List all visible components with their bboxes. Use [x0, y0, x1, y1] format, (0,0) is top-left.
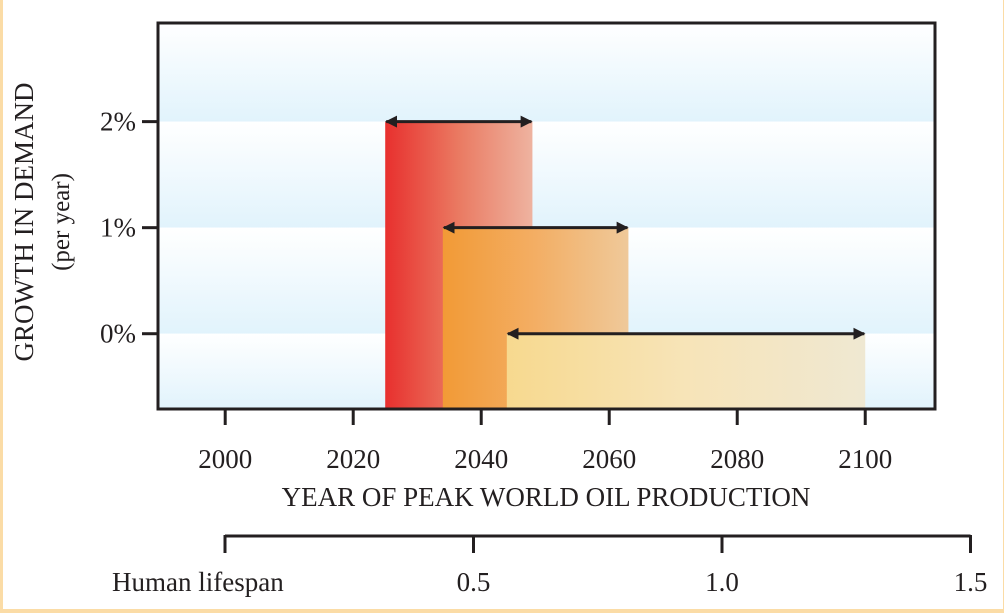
lifespan-tick-label: 0.5 [457, 567, 491, 597]
x-tick-label: 2020 [326, 444, 380, 474]
x-tick-label: 2100 [838, 444, 892, 474]
lifespan-tick-label: 1.5 [954, 567, 988, 597]
background-band [158, 23, 935, 122]
x-tick-label: 2060 [582, 444, 636, 474]
x-tick-label: 2040 [454, 444, 508, 474]
x-tick-label: 2000 [198, 444, 252, 474]
y-axis-sublabel: (per year) [48, 173, 75, 271]
lifespan-tick-label: 1.0 [705, 567, 739, 597]
y-axis-label: GROWTH IN DEMAND [9, 83, 39, 362]
y-tick-label: 2% [100, 107, 136, 137]
bar-0-percent [506, 333, 866, 409]
plot-frame [156, 21, 937, 411]
background-band [158, 121, 935, 228]
x-tick-label: 2080 [710, 444, 764, 474]
lifespan-axis-label: Human lifespan [112, 567, 284, 597]
y-tick-label: 0% [100, 319, 136, 349]
y-tick-label: 1% [100, 213, 136, 243]
x-axis-label: YEAR OF PEAK WORLD OIL PRODUCTION [282, 482, 811, 512]
